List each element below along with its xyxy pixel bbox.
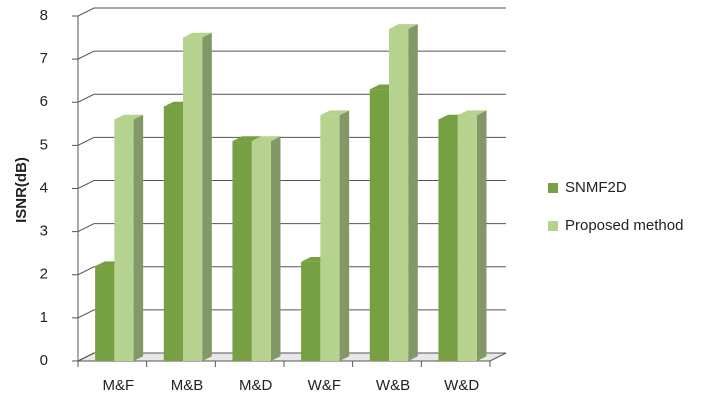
grid-line (72, 223, 506, 233)
bar (251, 136, 281, 361)
grid-line (72, 93, 506, 103)
grid-line (72, 266, 506, 276)
bar (320, 110, 350, 361)
y-axis-label: ISNR(dB) (13, 157, 30, 223)
bar-front (369, 89, 389, 361)
bar-front (163, 106, 183, 361)
grid-line (72, 180, 506, 189)
bar-side (408, 24, 418, 361)
y-tick-label: 7 (40, 50, 48, 67)
bar (457, 110, 487, 361)
grid-line (72, 50, 506, 60)
bar-front (114, 119, 134, 361)
grid-line (72, 7, 506, 17)
bar (114, 114, 144, 361)
bar-top (232, 136, 262, 142)
y-tick-label: 8 (40, 7, 48, 24)
bar-side (202, 32, 212, 361)
bar-side (270, 136, 281, 361)
bar (183, 32, 212, 361)
bar-front (251, 141, 271, 361)
y-tick-label: 1 (40, 309, 48, 326)
y-tick-label: 4 (40, 179, 48, 196)
bar-front (95, 266, 115, 361)
x-tick-label: W&B (376, 377, 410, 394)
bar-top (114, 114, 144, 120)
bar-front (301, 261, 321, 361)
bar-front (438, 119, 458, 361)
bar-front (389, 28, 409, 361)
bar-side (133, 114, 144, 361)
bar-side (476, 110, 487, 361)
x-tick-label: W&F (308, 377, 341, 394)
y-tick-label: 3 (40, 223, 48, 240)
grid-line (72, 136, 506, 146)
legend-label: SNMF2D (565, 179, 627, 196)
bar-top (183, 32, 212, 38)
y-tick-label: 5 (40, 136, 48, 153)
x-tick-label: M&F (102, 377, 134, 394)
y-tick-label: 6 (40, 93, 48, 110)
y-tick-label: 2 (40, 266, 48, 283)
bar-top (457, 110, 487, 116)
x-tick-label: W&D (444, 377, 479, 394)
bar-front (183, 37, 203, 361)
grid-line (72, 352, 506, 362)
y-tick-label: 0 (40, 352, 48, 369)
bar-top (389, 24, 418, 29)
grid-line (72, 309, 506, 319)
bar-front (320, 115, 340, 361)
x-tick-label: M&B (171, 377, 204, 394)
legend-swatch (548, 221, 558, 231)
bar-side (339, 110, 350, 361)
bar (389, 24, 418, 361)
x-tick-label: M&D (239, 377, 273, 394)
legend-swatch (548, 183, 558, 193)
bar-front (232, 141, 252, 361)
bar-top (320, 110, 350, 116)
bar-front (457, 115, 477, 361)
bar-top (251, 136, 281, 142)
legend-label: Proposed method (565, 217, 683, 234)
